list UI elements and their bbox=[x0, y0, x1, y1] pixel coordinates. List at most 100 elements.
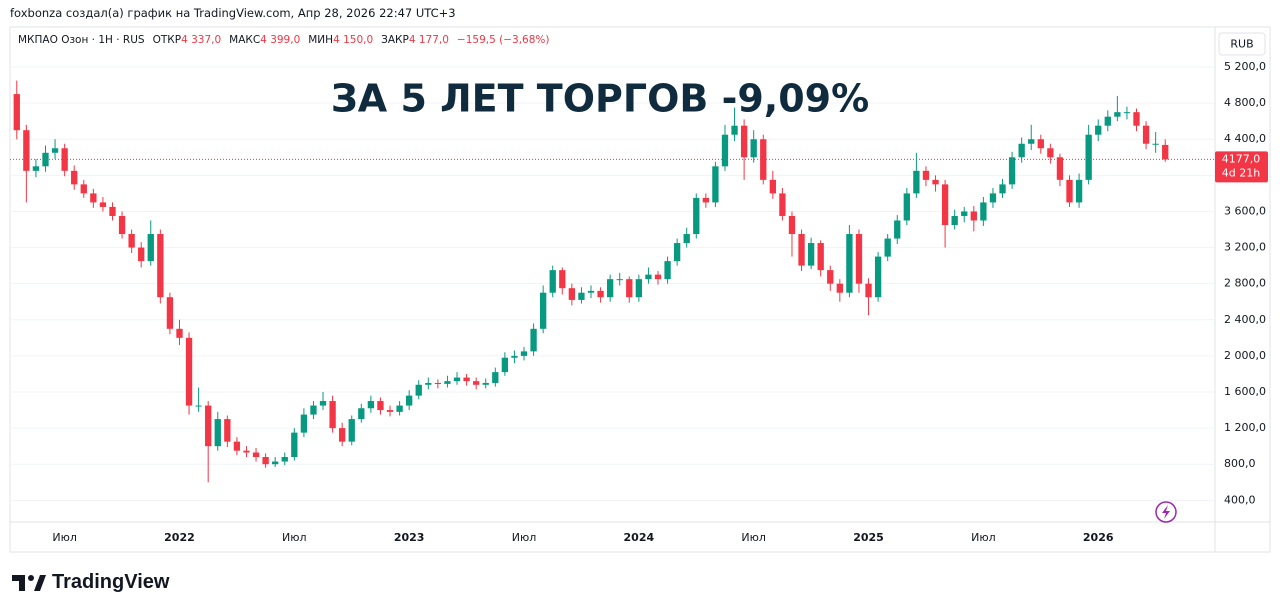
candle-body bbox=[827, 270, 834, 284]
candle-body bbox=[626, 279, 633, 298]
candle-body bbox=[721, 134, 729, 167]
candle-body bbox=[71, 170, 78, 185]
candle-body bbox=[99, 202, 107, 207]
y-tick-label: 2 000,0 bbox=[1224, 349, 1266, 362]
candle-body bbox=[262, 457, 269, 465]
candle-body bbox=[166, 297, 174, 329]
candle-body bbox=[1162, 144, 1169, 160]
candle-body bbox=[539, 292, 547, 329]
y-tick-label: 4 800,0 bbox=[1224, 96, 1266, 109]
candle-body bbox=[1142, 125, 1150, 144]
candle-body bbox=[501, 357, 509, 373]
candle-body bbox=[989, 193, 997, 203]
candle-body bbox=[434, 382, 442, 384]
candle-body bbox=[157, 234, 164, 298]
candle-body bbox=[894, 220, 901, 239]
candle-body bbox=[310, 405, 317, 415]
legend-label: ЗАКР bbox=[381, 34, 409, 46]
legend-label: МИН bbox=[308, 34, 334, 46]
candle-body bbox=[1018, 143, 1025, 158]
candle-body bbox=[913, 170, 920, 194]
candle-body bbox=[463, 377, 470, 382]
candle-body bbox=[1114, 112, 1121, 117]
legend-label: МАКС bbox=[229, 34, 261, 46]
candle-body bbox=[1075, 179, 1083, 203]
candle-body bbox=[195, 405, 202, 407]
candle-body bbox=[664, 261, 671, 280]
y-tick-label: 3 200,0 bbox=[1224, 241, 1266, 254]
candle-body bbox=[147, 234, 154, 262]
price-tag-value: 4177,0 bbox=[1222, 152, 1261, 165]
candle-body bbox=[23, 130, 30, 171]
candle-body bbox=[214, 419, 221, 447]
candle-body bbox=[1056, 157, 1064, 180]
candle-body bbox=[836, 283, 843, 293]
x-tick-label: Июл bbox=[741, 531, 766, 544]
candle-body bbox=[482, 382, 489, 385]
candle-body bbox=[1104, 116, 1111, 126]
candle-body bbox=[472, 381, 480, 385]
y-tick-label: 400,0 bbox=[1224, 493, 1256, 506]
candle-body bbox=[693, 197, 700, 235]
candle-body bbox=[1037, 139, 1044, 149]
candle-body bbox=[779, 193, 786, 216]
candle-body bbox=[444, 381, 451, 384]
x-tick-label: 2026 bbox=[1083, 531, 1114, 544]
candle-body bbox=[233, 441, 241, 451]
candle-body bbox=[281, 457, 288, 462]
candle-body bbox=[1008, 157, 1016, 185]
candle-body bbox=[855, 234, 863, 284]
candle-body bbox=[511, 355, 518, 358]
candle-body bbox=[702, 197, 710, 203]
candle-body bbox=[138, 247, 145, 262]
candle-body bbox=[109, 206, 116, 216]
candle-body bbox=[817, 243, 824, 271]
candle-body bbox=[415, 384, 422, 396]
legend-change: −159,5 (−3,68%) bbox=[456, 34, 550, 46]
y-tick-label: 3 600,0 bbox=[1224, 204, 1266, 217]
candle-body bbox=[530, 328, 537, 352]
candle-body bbox=[205, 405, 212, 447]
candle-body bbox=[999, 184, 1006, 194]
candle-body bbox=[932, 179, 939, 185]
currency-label[interactable]: RUB bbox=[1230, 38, 1253, 51]
legend-value: 4 337,0 bbox=[181, 34, 222, 46]
currency-button[interactable] bbox=[1218, 32, 1266, 56]
candle-body bbox=[788, 215, 796, 235]
legend: МКПАО Озон · 1Н · RUS ОТКР 4 337,0 МАКС 4 3… bbox=[18, 34, 549, 46]
logo[interactable]: TradingView bbox=[12, 571, 169, 594]
candles bbox=[13, 80, 1169, 483]
candle-body bbox=[1066, 179, 1073, 203]
candle-body bbox=[453, 377, 461, 382]
y-tick-label: 1 200,0 bbox=[1224, 421, 1266, 434]
candle-body bbox=[683, 234, 690, 244]
candle-body bbox=[970, 211, 977, 221]
candle-body bbox=[272, 461, 279, 465]
candle-body bbox=[712, 166, 719, 203]
candle-body bbox=[128, 234, 135, 248]
candle-body bbox=[1123, 112, 1131, 114]
candle-body bbox=[903, 193, 910, 221]
y-tick-label: 1 600,0 bbox=[1224, 385, 1266, 398]
candle-body bbox=[425, 382, 432, 385]
legend-value: 4 150,0 bbox=[333, 34, 374, 46]
candle-body bbox=[243, 450, 250, 453]
candle-body bbox=[406, 395, 413, 406]
candle-body bbox=[32, 166, 40, 171]
candle-body bbox=[587, 290, 595, 293]
candle-body bbox=[616, 279, 623, 281]
y-tick-label: 2 800,0 bbox=[1224, 277, 1266, 290]
price-tag bbox=[1215, 151, 1268, 183]
candle-body bbox=[358, 408, 365, 420]
candle-body bbox=[578, 292, 585, 300]
x-tick-label: Июл bbox=[282, 531, 307, 544]
candle-body bbox=[559, 270, 566, 289]
candle-body bbox=[597, 290, 604, 298]
legend-label: ОТКР bbox=[152, 34, 182, 46]
candle-body bbox=[291, 432, 298, 458]
candle-body bbox=[118, 215, 126, 235]
candle-body bbox=[874, 256, 882, 298]
x-tick-label: 2025 bbox=[853, 531, 884, 544]
candle-body bbox=[961, 211, 968, 216]
